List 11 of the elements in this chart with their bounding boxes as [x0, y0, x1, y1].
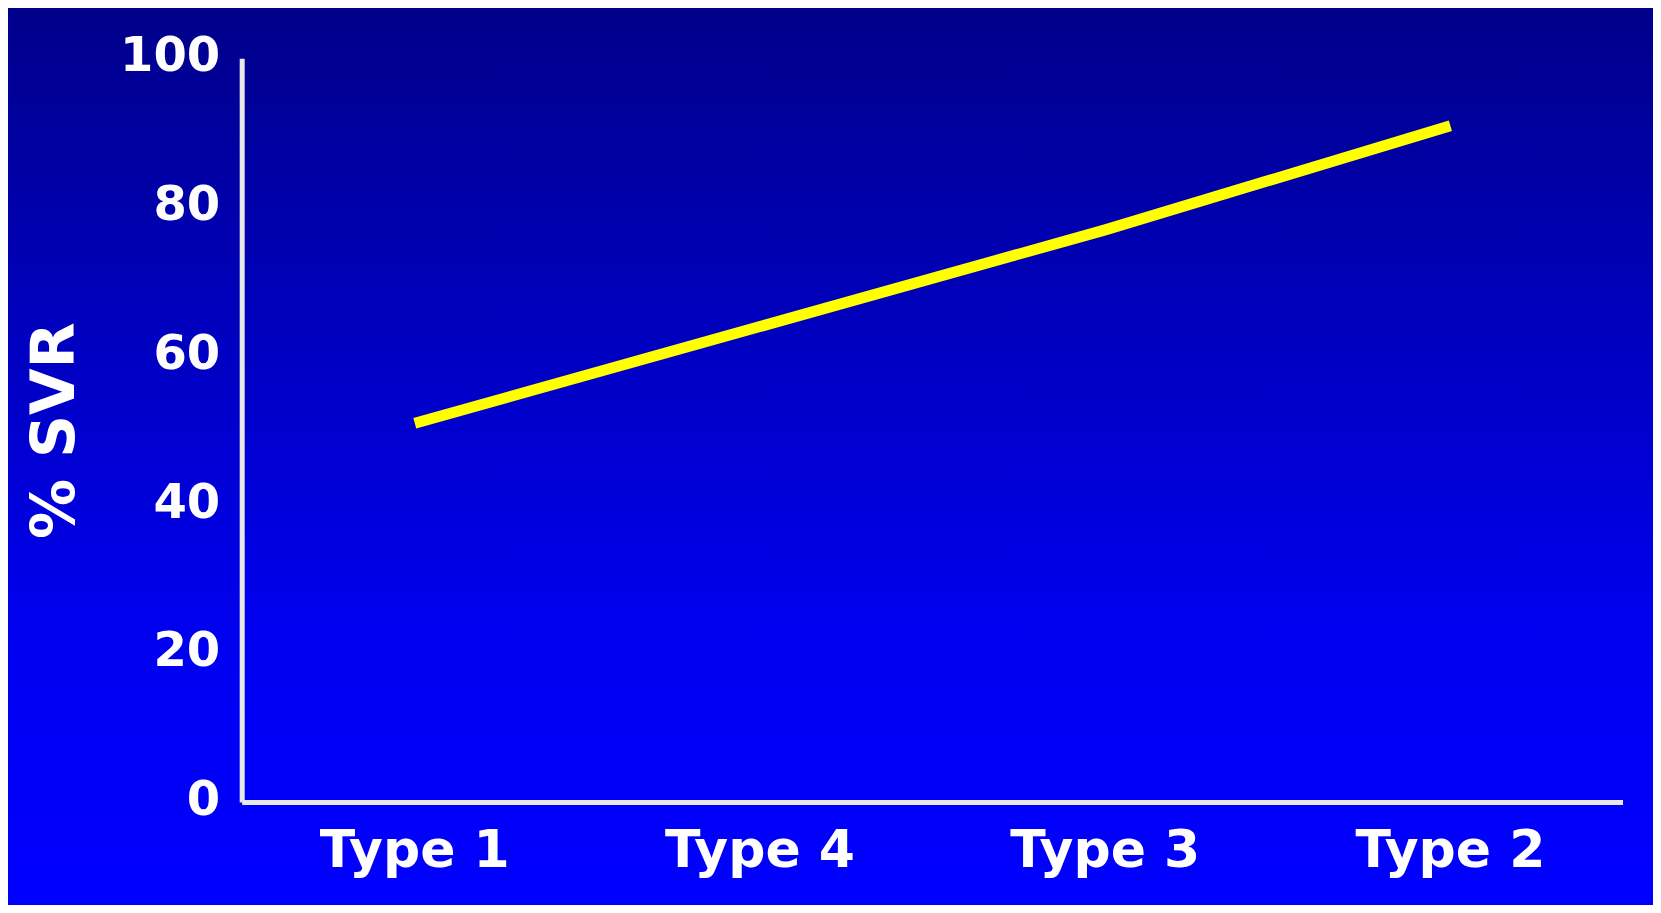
x-tick-label: Type 1 [319, 819, 510, 880]
y-axis-title: % SVR [17, 322, 88, 540]
x-tick-label: Type 4 [665, 819, 855, 880]
y-tick-label: 80 [153, 175, 221, 232]
x-tick-label: Type 3 [1010, 819, 1201, 880]
y-tick-label: 40 [153, 472, 221, 529]
y-tick-label: 100 [119, 26, 221, 83]
y-tick-label: 60 [153, 323, 221, 380]
y-tick-label: 20 [153, 621, 221, 678]
y-tick-label: 0 [186, 770, 221, 827]
x-tick-label: Type 2 [1355, 819, 1546, 880]
